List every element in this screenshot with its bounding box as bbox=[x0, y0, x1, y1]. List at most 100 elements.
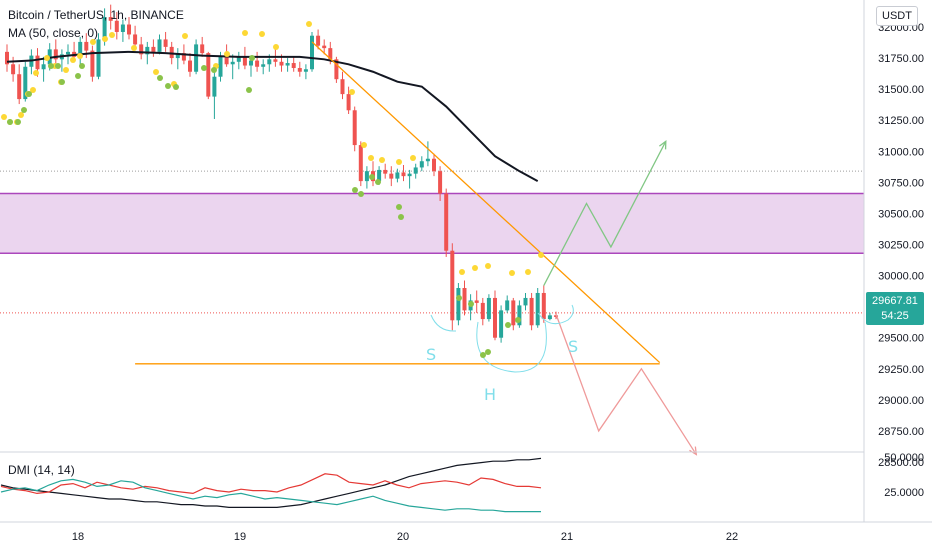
fractal-dot bbox=[1, 114, 7, 120]
fractal-dot bbox=[505, 322, 511, 328]
candle-body bbox=[255, 60, 260, 67]
fractal-dot bbox=[131, 45, 137, 51]
fractal-dot bbox=[242, 30, 248, 36]
fractal-dot bbox=[485, 349, 491, 355]
fractal-dot bbox=[48, 63, 54, 69]
candle-body bbox=[444, 193, 449, 251]
currency-badge[interactable]: USDT bbox=[876, 6, 918, 26]
fractal-dot bbox=[7, 119, 13, 125]
candle-body bbox=[188, 60, 192, 72]
candle-body bbox=[499, 310, 504, 338]
fractal-dot bbox=[157, 75, 163, 81]
candle-body bbox=[425, 158, 430, 162]
candle-body bbox=[450, 250, 455, 321]
price-tick-label: 28500.00 bbox=[878, 457, 924, 469]
candle-body bbox=[249, 60, 253, 66]
price-tick-label: 30750.00 bbox=[878, 177, 924, 189]
candle-body bbox=[200, 44, 205, 54]
candle-body bbox=[285, 63, 290, 66]
candle-body bbox=[96, 39, 101, 77]
fractal-dot bbox=[55, 63, 61, 69]
candle-body bbox=[17, 74, 22, 100]
fractal-dot bbox=[18, 112, 24, 118]
candle-body bbox=[261, 64, 266, 67]
fractal-dot bbox=[468, 301, 474, 307]
fractal-dot bbox=[15, 119, 21, 125]
candle-body bbox=[523, 297, 528, 306]
head-sketch bbox=[476, 321, 547, 373]
last-price-value: 29667.81 bbox=[872, 294, 918, 307]
candle-body bbox=[151, 46, 156, 52]
candle-body bbox=[389, 173, 394, 179]
candle-body bbox=[236, 56, 241, 62]
candle-body bbox=[438, 171, 443, 194]
moving-average-line bbox=[6, 50, 539, 182]
candle-body bbox=[541, 292, 546, 320]
candle-body bbox=[212, 76, 217, 97]
candle-body bbox=[267, 59, 272, 65]
ma-50-line bbox=[6, 50, 539, 182]
candle-body bbox=[334, 59, 339, 80]
time-tick-label: 22 bbox=[726, 531, 738, 543]
left-shoulder-sketch bbox=[430, 314, 457, 332]
candle-body bbox=[474, 300, 479, 303]
dmi-tick-label: 25.0000 bbox=[884, 487, 924, 499]
candle-body bbox=[206, 53, 211, 97]
candle-body bbox=[242, 56, 247, 66]
fractal-dot bbox=[398, 214, 404, 220]
fractal-dot bbox=[396, 159, 402, 165]
candle-body bbox=[346, 94, 351, 111]
candle-body bbox=[401, 172, 406, 177]
candle-body bbox=[133, 34, 138, 45]
fractal-dot bbox=[59, 79, 65, 85]
fractal-dot bbox=[26, 91, 32, 97]
candle-body bbox=[273, 59, 278, 62]
fractal-dot bbox=[396, 204, 402, 210]
fractal-dot bbox=[173, 84, 179, 90]
fractal-dot bbox=[538, 252, 544, 258]
candle-body bbox=[480, 302, 485, 320]
candle-body bbox=[139, 44, 144, 55]
dmi-tick-label: 50.0000 bbox=[884, 452, 924, 464]
descending-trendline bbox=[311, 41, 661, 364]
candle-body bbox=[23, 66, 28, 100]
price-tick-label: 30250.00 bbox=[878, 240, 924, 252]
candle-body bbox=[41, 64, 46, 70]
candles bbox=[5, 4, 558, 343]
fractal-dot bbox=[165, 83, 171, 89]
candle-body bbox=[35, 55, 40, 70]
right-shoulder-sketch bbox=[537, 304, 574, 325]
time-tick-label: 21 bbox=[561, 531, 573, 543]
pattern-label: H bbox=[484, 385, 496, 404]
candle-body bbox=[145, 46, 150, 55]
fractal-dot bbox=[509, 270, 515, 276]
candle-body bbox=[547, 315, 552, 320]
candle-body bbox=[535, 292, 540, 326]
fractal-dot bbox=[75, 73, 81, 79]
fractal-dot bbox=[30, 87, 36, 93]
candle-body bbox=[358, 145, 363, 182]
dmi-series-line bbox=[0, 473, 542, 495]
candle-body bbox=[127, 24, 131, 35]
candle-body bbox=[84, 41, 89, 51]
candle-body bbox=[102, 17, 107, 40]
candle-body bbox=[90, 50, 95, 77]
candle-body bbox=[316, 35, 321, 46]
fractal-dot bbox=[77, 53, 83, 59]
zone-fill bbox=[0, 193, 864, 254]
price-tick-label: 29000.00 bbox=[878, 395, 924, 407]
candle-body bbox=[413, 167, 418, 174]
candle-body bbox=[163, 39, 168, 47]
fractal-dot bbox=[472, 265, 478, 271]
fractal-dot bbox=[459, 269, 465, 275]
fractal-dot bbox=[44, 55, 50, 61]
candle-body bbox=[120, 24, 125, 32]
candle-body bbox=[218, 56, 223, 77]
bearish-arrowhead bbox=[689, 446, 698, 456]
candle-body bbox=[297, 68, 302, 72]
price-tick-label: 29250.00 bbox=[878, 364, 924, 376]
drawings: S H S bbox=[1, 21, 698, 456]
price-tick-label: 28750.00 bbox=[878, 426, 924, 438]
bullish-projection bbox=[543, 141, 667, 286]
